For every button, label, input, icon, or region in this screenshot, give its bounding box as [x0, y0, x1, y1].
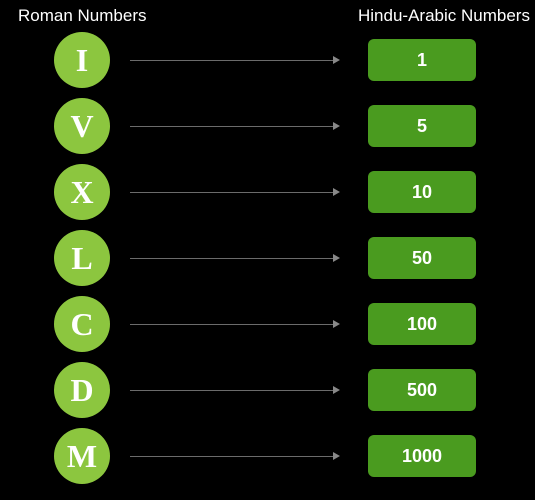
arabic-box: 500 — [368, 369, 476, 411]
mapping-row: D 500 — [0, 362, 535, 420]
arrow-head-icon — [333, 56, 340, 64]
heading-arabic: Hindu-Arabic Numbers — [358, 6, 530, 26]
arabic-box: 1000 — [368, 435, 476, 477]
mapping-row: X 10 — [0, 164, 535, 222]
arrow-head-icon — [333, 254, 340, 262]
mapping-row: C 100 — [0, 296, 535, 354]
arrow-head-icon — [333, 122, 340, 130]
roman-circle: X — [54, 164, 110, 220]
arabic-box: 5 — [368, 105, 476, 147]
heading-roman: Roman Numbers — [18, 6, 147, 26]
roman-circle: D — [54, 362, 110, 418]
arrow-line — [130, 456, 333, 457]
arrow-line — [130, 192, 333, 193]
roman-circle: C — [54, 296, 110, 352]
roman-circle: L — [54, 230, 110, 286]
mapping-row: M 1000 — [0, 428, 535, 486]
arrow-line — [130, 126, 333, 127]
arrow-head-icon — [333, 188, 340, 196]
arabic-box: 10 — [368, 171, 476, 213]
mapping-row: V5 — [0, 98, 535, 156]
arrow-line — [130, 390, 333, 391]
mapping-row: I1 — [0, 32, 535, 90]
arabic-box: 50 — [368, 237, 476, 279]
arabic-box: 100 — [368, 303, 476, 345]
arrow-line — [130, 60, 333, 61]
arrow-line — [130, 258, 333, 259]
arabic-box: 1 — [368, 39, 476, 81]
arrow-line — [130, 324, 333, 325]
arrow-head-icon — [333, 452, 340, 460]
roman-circle: I — [54, 32, 110, 88]
roman-circle: V — [54, 98, 110, 154]
roman-circle: M — [54, 428, 110, 484]
arrow-head-icon — [333, 320, 340, 328]
mapping-row: L 50 — [0, 230, 535, 288]
arrow-head-icon — [333, 386, 340, 394]
